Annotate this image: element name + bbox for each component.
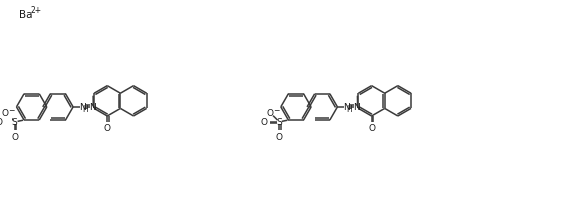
Text: O: O <box>104 123 111 132</box>
Text: O: O <box>276 133 282 142</box>
Text: 2+: 2+ <box>30 7 41 15</box>
Text: O: O <box>2 109 9 118</box>
Text: Ba: Ba <box>19 10 32 20</box>
Text: S: S <box>12 118 18 126</box>
Text: S: S <box>276 118 282 126</box>
Text: N: N <box>79 103 86 112</box>
Text: O: O <box>260 118 267 126</box>
Text: O: O <box>368 123 375 132</box>
Text: O: O <box>266 109 273 118</box>
Text: N: N <box>89 103 96 112</box>
Text: H: H <box>82 104 88 113</box>
Text: N: N <box>343 103 350 112</box>
Text: O: O <box>0 118 3 126</box>
Text: −: − <box>9 105 15 114</box>
Text: N: N <box>353 103 360 112</box>
Text: −: − <box>273 105 279 114</box>
Text: H: H <box>347 104 352 113</box>
Text: O: O <box>11 133 18 142</box>
